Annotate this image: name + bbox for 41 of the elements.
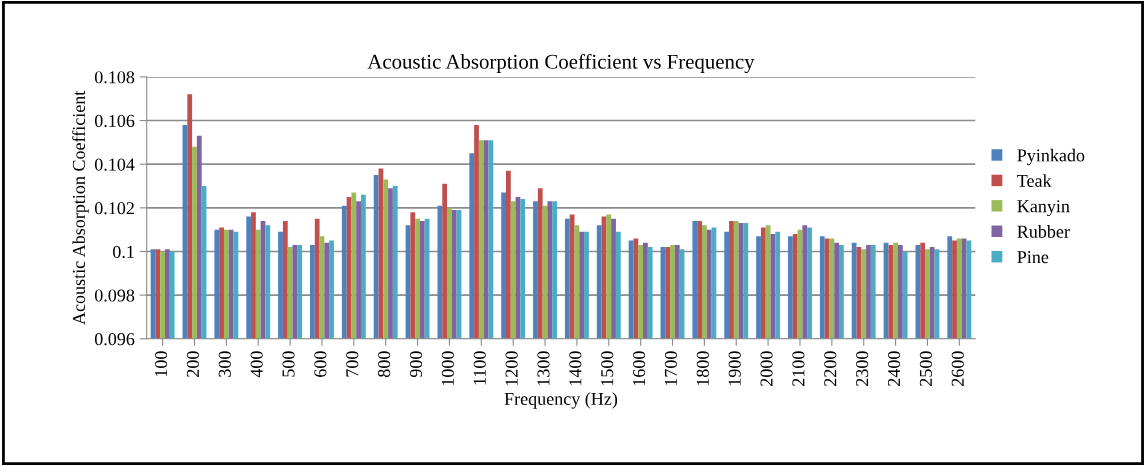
x-tick-label: 1700 [664, 351, 678, 386]
y-tick-label: 0.102 [94, 202, 134, 215]
y-tick-label: 0.106 [94, 114, 135, 128]
x-tick-label: 2500 [919, 351, 932, 386]
x-tick-label: 800 [378, 351, 391, 377]
y-tick-label: 0.096 [94, 333, 135, 346]
x-tick-label: 2200 [824, 351, 837, 386]
x-tick-label: 1100 [473, 351, 486, 385]
x-tick-label: 1800 [696, 351, 709, 386]
x-tick-label: 1400 [569, 351, 582, 386]
x-tick-label: 2000 [760, 351, 773, 386]
x-tick-label: 1200 [505, 351, 518, 386]
y-tick-label: 0.098 [94, 289, 135, 302]
chart-title: Acoustic Absorption Coefficient vs Frequency [367, 53, 755, 74]
legend-label: Pyinkado [1017, 148, 1085, 166]
x-tick-label: 200 [186, 351, 200, 377]
x-tick-label: 1500 [601, 351, 614, 386]
y-tick-label: 0.104 [94, 158, 135, 171]
x-tick-label: 500 [282, 351, 295, 377]
legend-label: Rubber [1017, 225, 1070, 238]
x-tick-label: 2600 [951, 351, 964, 386]
x-tick-label: 700 [346, 351, 359, 377]
y-tick-label: 0.1 [113, 245, 134, 259]
legend-label: Pine [1017, 251, 1049, 264]
x-tick-label: 1900 [728, 351, 741, 386]
x-tick-label: 1600 [632, 351, 646, 386]
legend-label: Teak [1017, 174, 1052, 187]
x-tick-label: 100 [154, 351, 168, 377]
x-tick-label: 2300 [856, 351, 869, 386]
x-tick-label: 1300 [537, 351, 550, 386]
y-axis-title: Acoustic Absorption Coefficient [72, 90, 89, 325]
x-tick-label: 300 [218, 351, 231, 377]
y-tick-label: 0.108 [94, 71, 135, 84]
legend-label: Kanyin [1017, 200, 1070, 217]
x-tick-label: 2100 [792, 351, 805, 386]
x-tick-label: 1000 [441, 351, 454, 386]
x-tick-label: 600 [314, 351, 327, 377]
x-tick-label: 400 [250, 351, 263, 378]
x-tick-label: 900 [409, 351, 423, 378]
x-axis-title: Frequency (Hz) [504, 392, 618, 409]
x-tick-label: 2400 [887, 351, 901, 386]
